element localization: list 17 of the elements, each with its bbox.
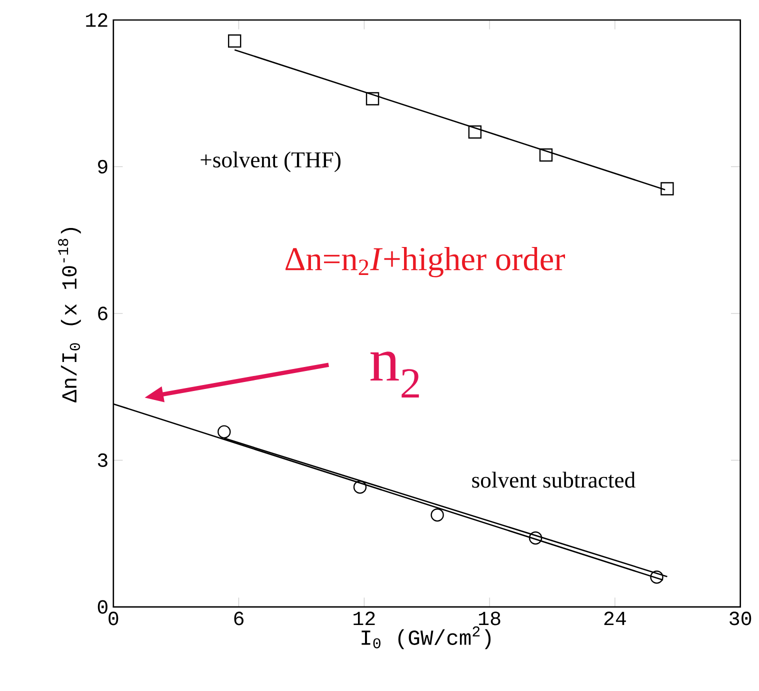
y-tick-label: 6 xyxy=(98,306,108,320)
annotation: solvent subtracted xyxy=(472,472,636,488)
y-tick-label: 12 xyxy=(86,13,108,27)
y-tick-label: 0 xyxy=(98,600,108,614)
text: Δn/I$_{0}$ (x 10$^{-18}$) xyxy=(58,228,81,402)
y-tick-label: 3 xyxy=(98,453,108,467)
annotation: +solvent (THF) xyxy=(200,152,340,172)
y-tick-label: 9 xyxy=(98,160,108,174)
text: I$_{0}$ (GW/cm$^{2}$) xyxy=(362,626,491,650)
annotation: Δn=n$_{2}$I+higher order xyxy=(286,246,565,278)
annotation: n$_{2}$ xyxy=(370,352,419,398)
x-tick-label: 12 xyxy=(354,612,375,626)
x-tick-label: 0 xyxy=(108,612,118,626)
x-tick-label: 30 xyxy=(730,612,752,626)
x-tick-label: 6 xyxy=(234,612,244,626)
x-tick-label: 18 xyxy=(478,612,500,626)
x-tick-label: 24 xyxy=(604,612,626,626)
